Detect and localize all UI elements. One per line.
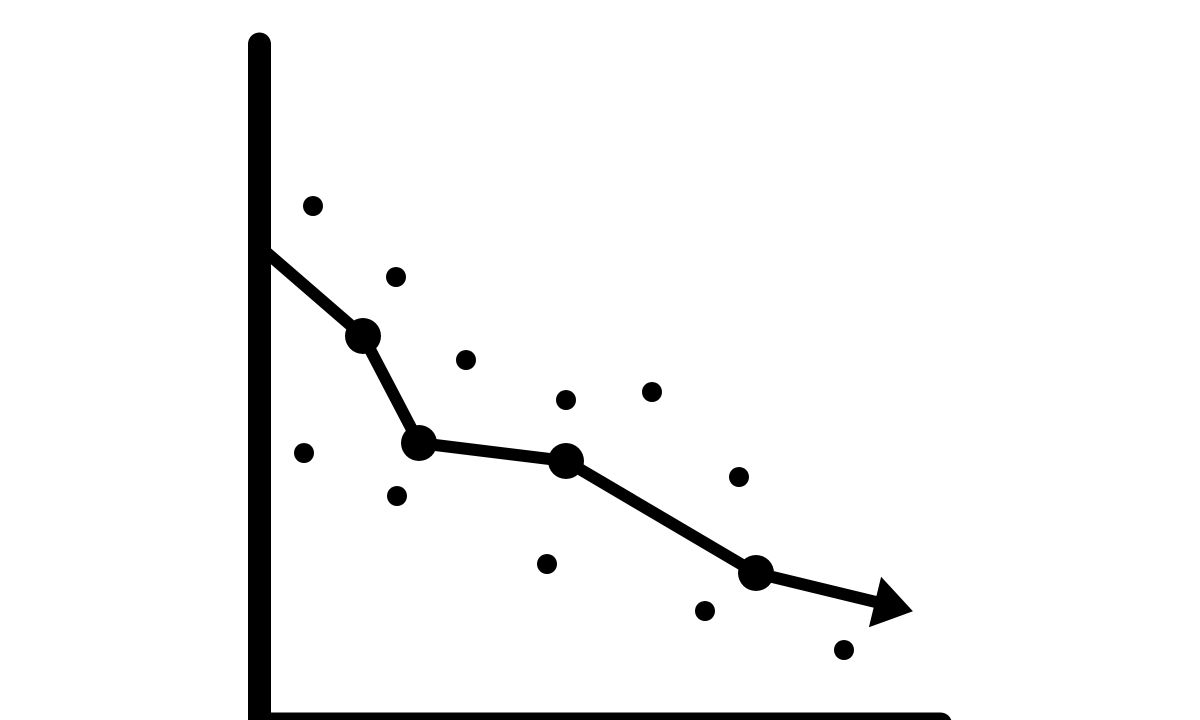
scatter-dot [556,390,576,410]
scatter-dot [387,486,407,506]
trend-vertex-dot [548,443,584,479]
trend-vertex-dot [401,425,437,461]
scatter-dot [456,350,476,370]
scatter-dot [834,640,854,660]
scatter-dot [386,267,406,287]
scatter-dot [695,601,715,621]
trend-arrowhead [868,576,913,628]
trend-vertex-dot [738,555,774,591]
scatter-dot [537,554,557,574]
scatter-dot [294,443,314,463]
scatter-dot [642,382,662,402]
scatter-dot [729,467,749,487]
trend-line [255,241,884,610]
scatter-dot [303,196,323,216]
trend-vertex-dot [345,318,381,354]
